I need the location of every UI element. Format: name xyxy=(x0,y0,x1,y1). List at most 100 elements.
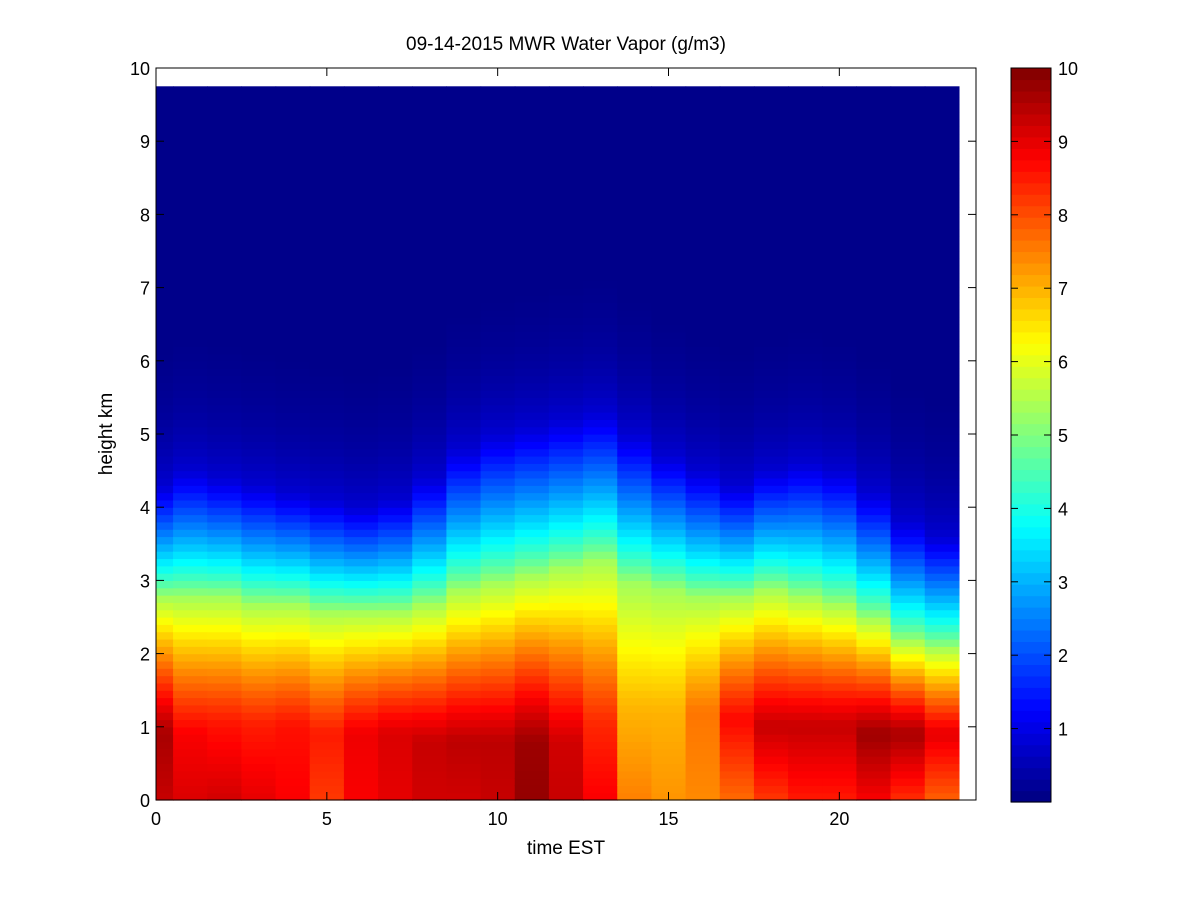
heatmap-cell xyxy=(309,580,345,589)
heatmap-cell xyxy=(822,587,858,596)
heatmap-cell xyxy=(617,536,653,545)
heatmap-cell xyxy=(651,236,687,245)
heatmap-cell xyxy=(822,390,858,398)
heatmap-cell xyxy=(309,214,345,223)
colorbar-segment xyxy=(1011,354,1051,367)
x-axis-label: time EST xyxy=(527,838,606,859)
heatmap-cell xyxy=(156,434,174,442)
heatmap-cell xyxy=(446,324,482,333)
heatmap-cell xyxy=(890,455,926,464)
heatmap-cell xyxy=(156,558,174,567)
heatmap-cell xyxy=(583,734,618,743)
heatmap-cell xyxy=(617,763,653,772)
heatmap-cell xyxy=(890,346,926,355)
heatmap-cell xyxy=(480,111,516,120)
heatmap-cell xyxy=(856,646,892,655)
colorbar-segment xyxy=(1011,526,1051,539)
heatmap-cell xyxy=(480,119,516,128)
heatmap-cell xyxy=(207,141,243,150)
heatmap-cell xyxy=(617,697,653,706)
heatmap-cell xyxy=(583,360,618,369)
heatmap-cell xyxy=(651,455,687,464)
heatmap-cell xyxy=(156,499,174,508)
colorbar-segment xyxy=(1011,538,1051,551)
heatmap-cell xyxy=(924,207,960,215)
heatmap-cell xyxy=(685,382,721,391)
heatmap-cell xyxy=(446,470,482,479)
heatmap-cell xyxy=(275,207,311,215)
heatmap-cell xyxy=(719,294,755,303)
heatmap-cell xyxy=(856,507,892,516)
heatmap-cell xyxy=(241,199,277,208)
heatmap-cell xyxy=(343,602,379,611)
heatmap-cell xyxy=(309,419,345,428)
heatmap-cell xyxy=(309,543,345,552)
heatmap-cell xyxy=(617,558,653,567)
heatmap-cell xyxy=(412,675,448,684)
heatmap-cell xyxy=(651,660,687,669)
heatmap-cell xyxy=(241,309,277,318)
heatmap-cell xyxy=(788,86,823,91)
heatmap-cell xyxy=(514,690,550,699)
heatmap-cell xyxy=(275,419,311,428)
heatmap-cell xyxy=(651,119,687,128)
heatmap-cell xyxy=(309,617,345,625)
heatmap-cell xyxy=(378,155,413,164)
heatmap-cell xyxy=(788,587,823,596)
heatmap-cell xyxy=(822,624,858,633)
heatmap-cell xyxy=(822,675,858,684)
heatmap-cell xyxy=(156,163,174,172)
heatmap-cell xyxy=(173,587,208,596)
heatmap-cell xyxy=(822,272,858,281)
heatmap-cell xyxy=(651,309,687,318)
colorbar-tick-label: 5 xyxy=(1058,426,1068,446)
heatmap-cell xyxy=(924,229,960,237)
heatmap-cell xyxy=(890,192,926,201)
heatmap-cell xyxy=(890,565,926,574)
heatmap-cell xyxy=(924,302,960,311)
colorbar-segment xyxy=(1011,698,1051,711)
heatmap-cell xyxy=(822,741,858,750)
heatmap-cell xyxy=(275,287,311,296)
heatmap-cell xyxy=(822,785,858,794)
heatmap-cell xyxy=(890,573,926,581)
heatmap-cell xyxy=(548,770,584,779)
heatmap-cell xyxy=(173,280,208,289)
heatmap-cell xyxy=(173,624,208,633)
colorbar-segment xyxy=(1011,710,1051,723)
heatmap-cell xyxy=(207,719,243,728)
heatmap-cell xyxy=(309,763,345,772)
heatmap-cell xyxy=(753,309,789,318)
heatmap-cell xyxy=(412,595,448,603)
heatmap-cell xyxy=(856,97,892,106)
heatmap-cell xyxy=(378,660,413,669)
heatmap-cell xyxy=(446,682,482,691)
heatmap-cell xyxy=(412,543,448,552)
heatmap-cell xyxy=(651,565,687,574)
heatmap-cell xyxy=(412,529,448,538)
heatmap-cell xyxy=(343,573,379,581)
heatmap-cell xyxy=(617,126,653,135)
heatmap-cell xyxy=(890,551,926,560)
heatmap-cell xyxy=(924,287,960,296)
heatmap-cell xyxy=(617,441,653,450)
heatmap-cell xyxy=(480,631,516,640)
heatmap-cell xyxy=(890,448,926,457)
heatmap-cell xyxy=(617,434,653,442)
heatmap-cell xyxy=(617,133,653,142)
heatmap-cell xyxy=(924,419,960,428)
heatmap-cell xyxy=(651,770,687,779)
heatmap-cell xyxy=(617,470,653,479)
heatmap-cell xyxy=(890,434,926,442)
heatmap-cell xyxy=(343,668,379,677)
heatmap-cell xyxy=(719,214,755,223)
heatmap-cell xyxy=(480,507,516,516)
heatmap-cell xyxy=(446,236,482,245)
heatmap-cell xyxy=(924,558,960,567)
heatmap-cell xyxy=(207,170,243,179)
heatmap-cell xyxy=(446,792,482,801)
heatmap-cell xyxy=(514,543,550,552)
heatmap-cell xyxy=(480,668,516,677)
heatmap-cell xyxy=(446,631,482,640)
heatmap-cell xyxy=(719,177,755,186)
